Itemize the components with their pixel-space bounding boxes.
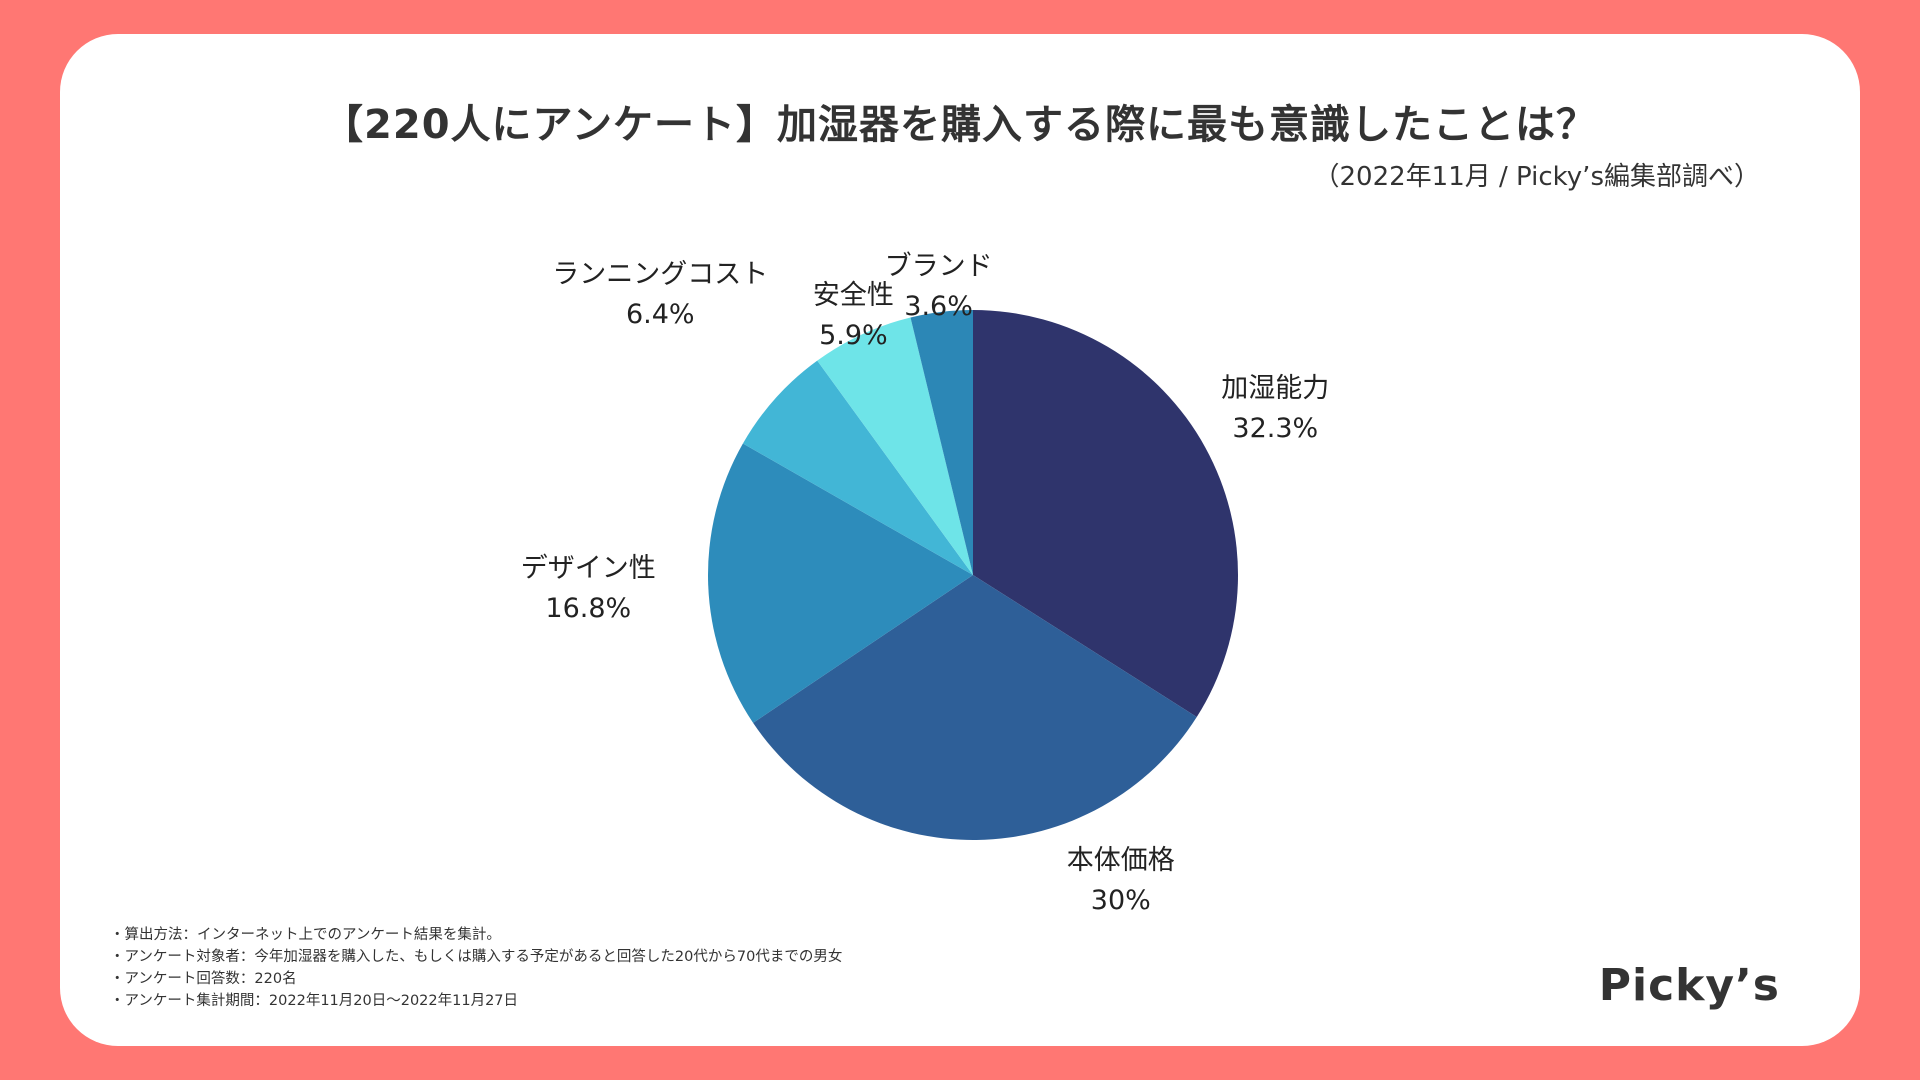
slice-value: 32.3%: [1232, 412, 1319, 444]
slice-label-1: 加湿能力 32.3%: [1221, 369, 1329, 449]
slice-label-3: デザイン性 16.8%: [521, 549, 656, 629]
note-period: ・アンケート集計期間：2022年11月20日〜2022年11月27日: [110, 993, 519, 1009]
survey-notes: ・算出方法：インターネット上でのアンケート結果を集計。 ・アンケート対象者：今年…: [110, 924, 842, 1012]
source-note: （2022年11月 / Picky’s編集部調べ）: [1313, 162, 1761, 192]
slice-value: 3.6%: [904, 291, 973, 323]
slice-label-2: 本体価格 30%: [1067, 841, 1175, 921]
slice-category: ランニングコスト: [552, 258, 769, 290]
chart-title: 【220人にアンケート】加湿器を購入する際に最も意識したことは？: [323, 102, 1597, 148]
slice-label-5: 安全性 5.9%: [813, 276, 894, 356]
note-method: ・算出方法：インターネット上でのアンケート結果を集計。: [110, 927, 501, 943]
pie-slice-3: [708, 443, 973, 723]
slice-category: 安全性: [812, 280, 894, 312]
slice-label-4: ランニングコスト 6.4%: [552, 255, 768, 335]
slice-value: 5.9%: [819, 320, 888, 352]
slice-category: 加湿能力: [1221, 372, 1330, 404]
pie-slice-2: [753, 575, 1197, 840]
slice-category: ブランド: [884, 251, 993, 283]
chart-card: 【220人にアンケート】加湿器を購入する際に最も意識したことは？ （2022年1…: [60, 34, 1860, 1046]
slice-value: 6.4%: [625, 298, 695, 330]
pie-slice-4: [742, 360, 973, 575]
pie-slice-1: [973, 310, 1239, 717]
picky-logo: Picky’s: [1598, 960, 1780, 1011]
slice-value: 30%: [1090, 885, 1151, 917]
slice-category: 本体価格: [1066, 845, 1175, 877]
pie-slice-6: [910, 310, 973, 575]
note-count: ・アンケート回答数：220名: [110, 971, 297, 987]
slice-label-6: ブランド 3.6%: [885, 247, 993, 327]
slice-value: 16.8%: [545, 593, 632, 624]
note-target: ・アンケート対象者：今年加湿器を購入した、もしくは購入する予定があると回答した2…: [110, 949, 843, 965]
slice-category: デザイン性: [520, 553, 656, 584]
pie-slice-5: [817, 317, 973, 575]
